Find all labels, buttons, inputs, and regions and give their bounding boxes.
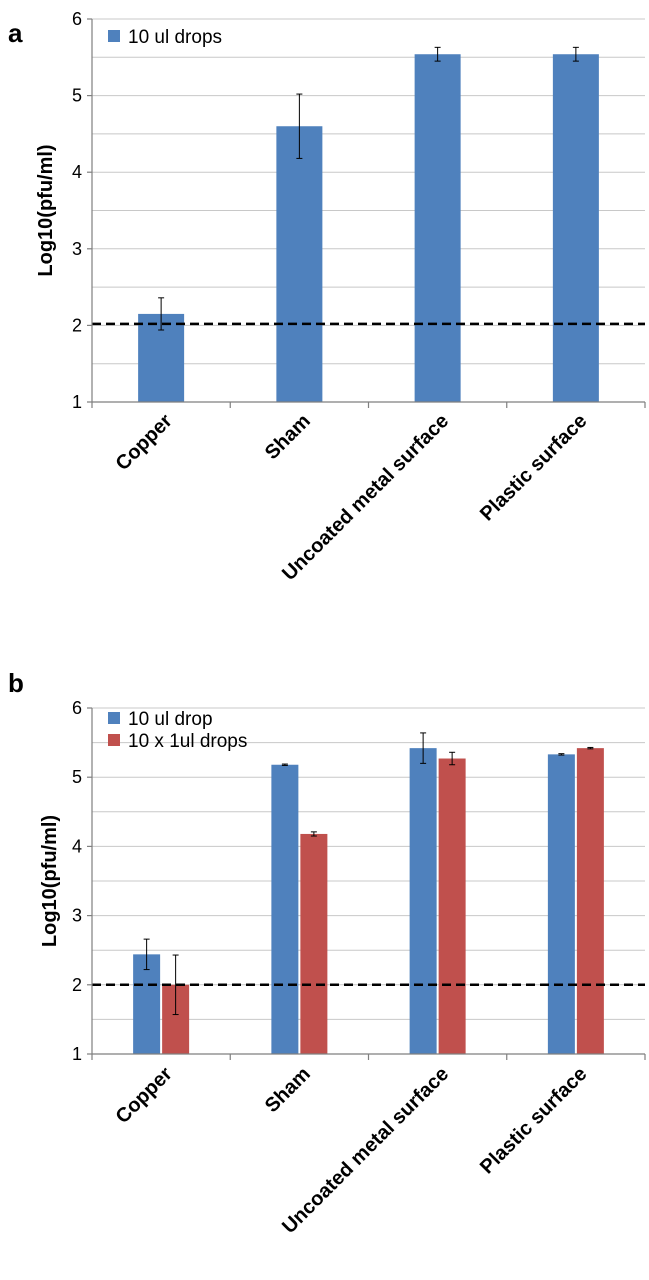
legend-swatch-b-0	[108, 712, 120, 724]
category-label-b-1: Sham	[261, 1063, 315, 1117]
y-tick-label: 2	[72, 975, 82, 995]
panel-label-a: a	[8, 18, 23, 48]
error-bars-b	[92, 732, 645, 1016]
y-tick-label: 1	[72, 392, 82, 412]
y-axis-title-a: Log10(pfu/ml)	[35, 144, 57, 276]
category-label-a-2: Uncoated metal surface	[278, 410, 453, 585]
bars-a	[138, 54, 599, 403]
y-tick-label: 4	[72, 836, 82, 856]
y-tick-label: 1	[72, 1044, 82, 1064]
axes-b	[87, 707, 646, 1060]
y-tick-label: 4	[72, 162, 82, 182]
legend-label-b-1: 10 x 1ul drops	[128, 731, 247, 752]
bars-b	[133, 748, 604, 1054]
axes-a	[87, 18, 646, 408]
bar-a-s0-2	[414, 54, 461, 403]
category-label-b-0: Copper	[112, 1063, 177, 1128]
y-tick-label: 3	[72, 906, 82, 926]
y-tick-label: 2	[72, 315, 82, 335]
chart-panel-b: b 1 2 3 4 5 6 Log10(pfu/ml) Copper ShamUncoate…	[8, 668, 646, 1238]
bar-b-s0-2	[409, 748, 437, 1054]
chart-panel-a: a 1 2 3 4 5 6 Log10(pfu/ml) Copper ShamUncoate…	[8, 9, 646, 585]
y-tick-label: 5	[72, 86, 82, 106]
legend-swatch-b-1	[108, 734, 120, 746]
bar-b-s1-3	[576, 748, 604, 1054]
y-tick-label: 3	[72, 239, 82, 259]
category-label-b-2: Uncoated metal surface	[278, 1063, 453, 1238]
bar-b-s0-0	[133, 954, 161, 1054]
bar-a-s0-3	[552, 54, 599, 403]
category-label-a-0: Copper	[112, 410, 177, 475]
y-tick-label: 6	[72, 9, 82, 29]
category-label-a-3: Plastic surface	[476, 410, 591, 525]
y-tick-label: 6	[72, 698, 82, 718]
bar-b-s0-3	[547, 754, 575, 1054]
category-label-a-1: Sham	[261, 410, 315, 464]
category-label-b-3: Plastic surface	[476, 1063, 591, 1178]
bar-b-s1-1	[300, 833, 328, 1054]
y-ticks-a: 1 2 3 4 5 6	[72, 9, 82, 412]
gridlines-a	[92, 18, 645, 365]
error-bars-a	[92, 46, 645, 331]
panel-label-b: b	[8, 668, 24, 698]
legend-swatch-a-0	[108, 30, 120, 42]
bar-a-s0-1	[276, 126, 323, 403]
y-axis-title-b: Log10(pfu/ml)	[39, 815, 61, 947]
legend-label-a-0: 10 ul drops	[128, 27, 222, 48]
bar-b-s1-2	[438, 758, 466, 1054]
legend-label-b-0: 10 ul drop	[128, 709, 213, 730]
y-tick-label: 5	[72, 767, 82, 787]
y-ticks-b: 1 2 3 4 5 6	[72, 698, 82, 1064]
bar-b-s0-1	[271, 764, 299, 1054]
legend-a: 10 ul drops	[108, 27, 222, 48]
